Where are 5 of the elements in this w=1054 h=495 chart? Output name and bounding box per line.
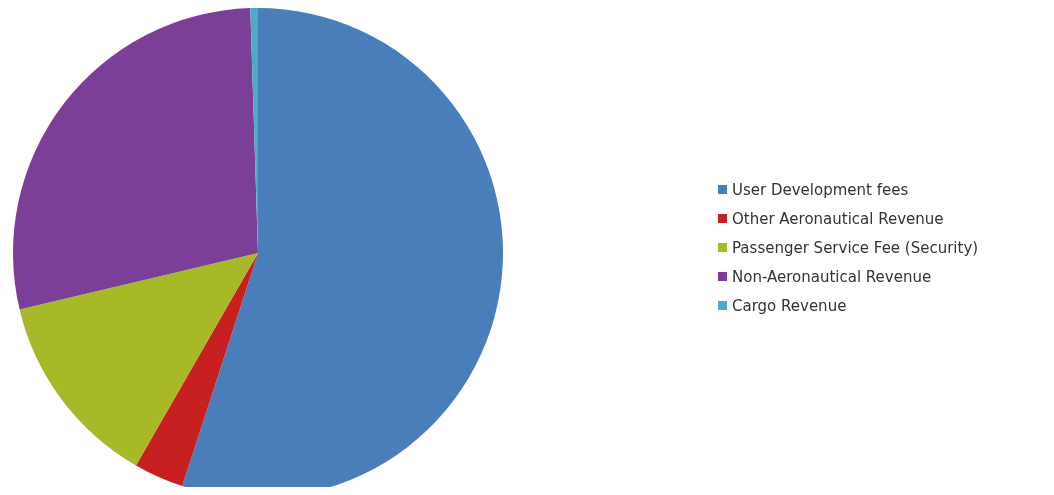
- legend-label: Non-Aeronautical Revenue: [732, 267, 932, 286]
- legend-label: Cargo Revenue: [732, 296, 847, 315]
- legend-label: Other Aeronautical Revenue: [732, 209, 944, 228]
- legend-label: User Development fees: [732, 180, 909, 199]
- legend-label: Passenger Service Fee (Security): [732, 238, 979, 257]
